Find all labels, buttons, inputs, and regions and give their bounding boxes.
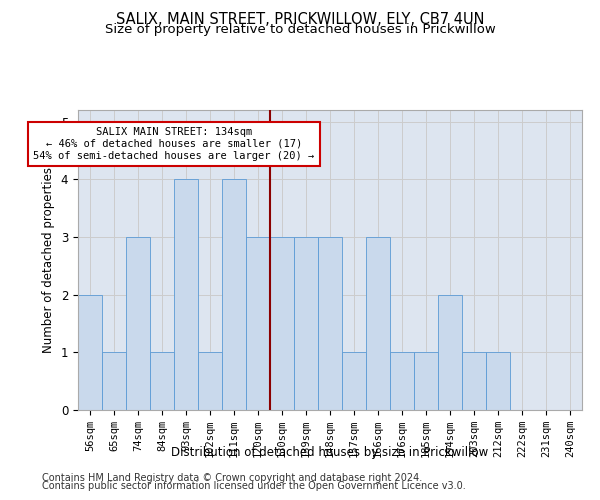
Text: Contains HM Land Registry data © Crown copyright and database right 2024.: Contains HM Land Registry data © Crown c… <box>42 473 422 483</box>
Bar <box>390 352 414 410</box>
Bar <box>198 352 222 410</box>
Bar <box>78 294 102 410</box>
Text: SALIX MAIN STREET: 134sqm
← 46% of detached houses are smaller (17)
54% of semi-: SALIX MAIN STREET: 134sqm ← 46% of detac… <box>34 128 314 160</box>
Bar <box>438 294 462 410</box>
Bar <box>486 352 510 410</box>
Bar <box>150 352 174 410</box>
Bar <box>294 237 318 410</box>
Bar <box>174 179 198 410</box>
Bar <box>222 179 246 410</box>
Bar <box>342 352 366 410</box>
Bar <box>462 352 486 410</box>
Bar <box>366 237 390 410</box>
Text: Contains public sector information licensed under the Open Government Licence v3: Contains public sector information licen… <box>42 481 466 491</box>
Bar <box>102 352 126 410</box>
Bar <box>270 237 294 410</box>
Text: SALIX, MAIN STREET, PRICKWILLOW, ELY, CB7 4UN: SALIX, MAIN STREET, PRICKWILLOW, ELY, CB… <box>116 12 484 28</box>
Bar <box>246 237 270 410</box>
Y-axis label: Number of detached properties: Number of detached properties <box>42 167 55 353</box>
Bar <box>414 352 438 410</box>
Bar <box>318 237 342 410</box>
Text: Distribution of detached houses by size in Prickwillow: Distribution of detached houses by size … <box>172 446 488 459</box>
Bar <box>126 237 150 410</box>
Text: Size of property relative to detached houses in Prickwillow: Size of property relative to detached ho… <box>104 22 496 36</box>
